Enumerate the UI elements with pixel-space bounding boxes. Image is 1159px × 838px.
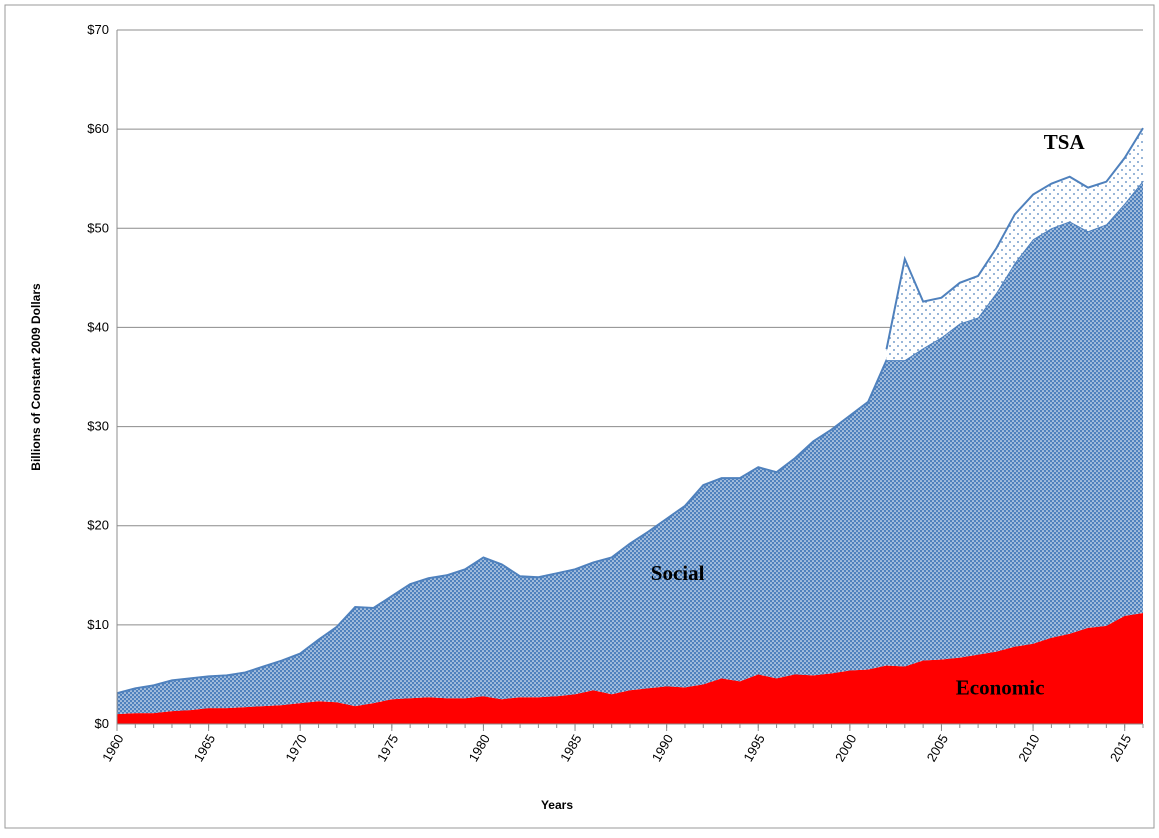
- x-tick-label: 2010: [1015, 732, 1042, 765]
- area-outline: [885, 127, 1144, 350]
- x-tick-label: 1980: [466, 732, 493, 765]
- x-tick-label: 2000: [832, 732, 859, 765]
- y-tick-label: $30: [87, 419, 109, 434]
- x-tick-label: 1970: [282, 732, 309, 765]
- area-tsa: [886, 128, 1143, 361]
- x-tick-label: 1995: [740, 732, 767, 765]
- y-tick-label: $20: [87, 518, 109, 533]
- y-tick-label: $50: [87, 220, 109, 235]
- x-axis-title: Years: [541, 798, 573, 812]
- x-tick-label: 1965: [191, 732, 218, 765]
- y-tick-label: $70: [87, 22, 109, 37]
- x-tick-label: 2015: [1107, 732, 1134, 765]
- series-label: Social: [651, 561, 705, 585]
- x-tick-label: 1990: [649, 732, 676, 765]
- y-tick-label: $60: [87, 121, 109, 136]
- x-tick-label: 1985: [557, 732, 584, 765]
- x-tick-label: 1960: [99, 732, 126, 765]
- x-tick-label: 1975: [374, 732, 401, 765]
- x-tick-label: 2005: [924, 732, 951, 765]
- y-tick-label: $10: [87, 617, 109, 632]
- chart-border: [4, 4, 1155, 829]
- area-economic: [117, 612, 1143, 724]
- y-tick-label: $0: [95, 716, 109, 731]
- y-axis-title: Billions of Constant 2009 Dollars: [29, 283, 43, 471]
- series-label: TSA: [1044, 130, 1086, 154]
- area-social: [117, 180, 1143, 715]
- y-tick-label: $40: [87, 319, 109, 334]
- series-label: Economic: [956, 675, 1045, 699]
